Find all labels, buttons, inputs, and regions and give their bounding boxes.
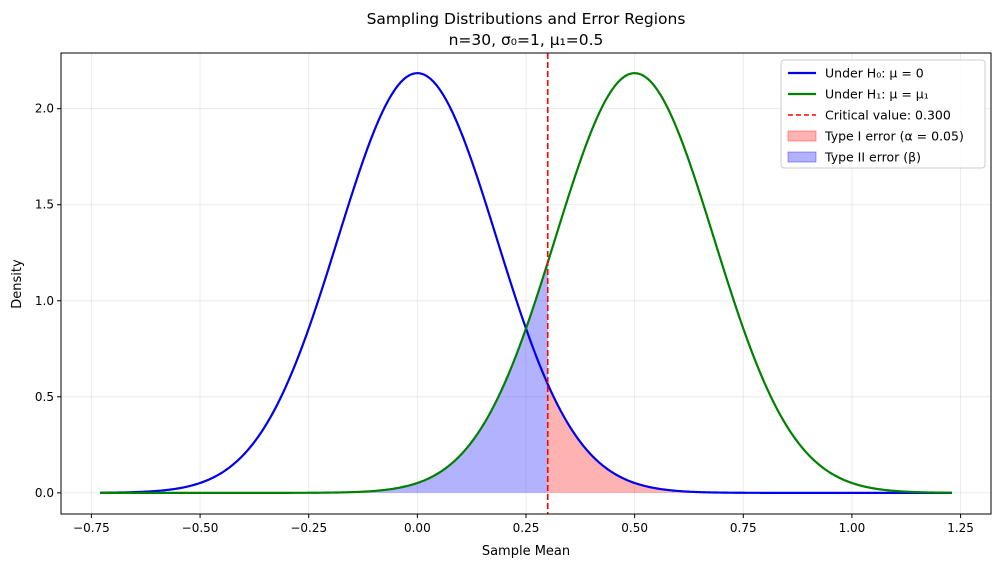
chart-subtitle: n=30, σ₀=1, μ₁=0.5 bbox=[449, 31, 604, 49]
x-tick-label: 0.50 bbox=[621, 521, 648, 535]
legend-type-ii-error-swatch bbox=[787, 151, 817, 163]
y-tick-label: 0.0 bbox=[35, 486, 54, 500]
legend: Under H₀: μ = 0 Under H₁: μ = μ₁ Critical … bbox=[780, 59, 986, 169]
x-tick-label: 1.00 bbox=[839, 521, 866, 535]
type-i-error-region bbox=[547, 384, 952, 493]
y-tick-label: 1.0 bbox=[35, 294, 54, 308]
y-axis-label: Density bbox=[10, 259, 25, 309]
legend-h0-label: Under H₀: μ = 0 bbox=[825, 66, 924, 81]
x-axis-label: Sample Mean bbox=[482, 544, 570, 559]
x-tick-label: 0.25 bbox=[513, 521, 540, 535]
legend-box bbox=[780, 59, 986, 169]
h1-density-curve bbox=[100, 72, 952, 494]
legend-type-ii-error-label: Type II error (β) bbox=[824, 150, 921, 165]
x-tick-label: −0.50 bbox=[182, 521, 219, 535]
x-tick-label: −0.25 bbox=[290, 521, 327, 535]
x-tick-label: 0.75 bbox=[730, 521, 757, 535]
legend-type-i-error-label: Type I error (α = 0.05) bbox=[824, 129, 964, 144]
legend-critical-value-label: Critical value: 0.300 bbox=[825, 108, 951, 123]
legend-type-i-error-swatch bbox=[787, 130, 817, 142]
y-tick-label: 0.5 bbox=[35, 390, 54, 404]
x-tick-label: 1.25 bbox=[947, 521, 974, 535]
x-tick-label: 0.00 bbox=[404, 521, 431, 535]
y-tick-label: 1.5 bbox=[35, 198, 54, 212]
x-tick-label: −0.75 bbox=[73, 521, 110, 535]
legend-h1-label: Under H₁: μ = μ₁ bbox=[825, 87, 929, 102]
type-ii-error-region bbox=[100, 262, 548, 493]
chart-title: Sampling Distributions and Error Regions bbox=[367, 10, 686, 28]
y-tick-label: 2.0 bbox=[35, 102, 54, 116]
